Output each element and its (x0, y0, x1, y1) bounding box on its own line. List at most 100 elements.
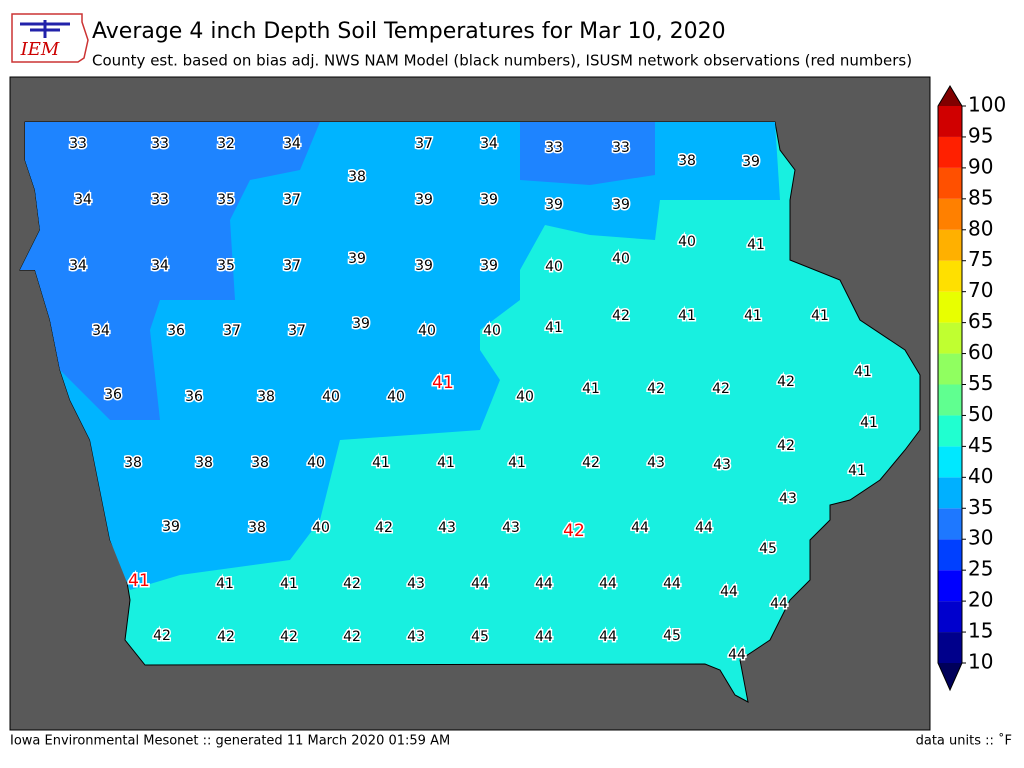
county-value: 39 (352, 316, 370, 332)
colorbar-tick-label: 70 (968, 278, 993, 302)
county-value: 40 (612, 251, 630, 267)
county-value: 42 (712, 381, 730, 397)
county-value: 44 (599, 576, 617, 592)
colorbar-over (938, 86, 962, 106)
county-value: 40 (312, 520, 330, 536)
county-value: 42 (153, 628, 171, 644)
county-value: 33 (612, 140, 630, 156)
county-value: 36 (185, 389, 203, 405)
county-value: 41 (811, 308, 829, 324)
county-value: 43 (647, 455, 665, 471)
county-value: 37 (283, 258, 301, 274)
county-value: 40 (516, 389, 534, 405)
county-value: 45 (759, 541, 777, 557)
county-value: 38 (251, 455, 269, 471)
logo-icon (20, 20, 70, 38)
county-value: 41 (508, 455, 526, 471)
county-value: 44 (599, 629, 617, 645)
county-value: 41 (678, 308, 696, 324)
county-value: 42 (343, 629, 361, 645)
county-value: 37 (283, 192, 301, 208)
colorbar-bin (938, 106, 962, 137)
county-value: 38 (257, 389, 275, 405)
county-value: 41 (860, 415, 878, 431)
county-value: 34 (480, 136, 498, 152)
colorbar-tick-label: 30 (968, 526, 993, 550)
county-value: 39 (480, 192, 498, 208)
county-value: 41 (747, 237, 765, 253)
observation-value: 41 (128, 571, 150, 591)
colorbar-tick-label: 50 (968, 402, 993, 426)
footer-right: data units :: ˚F (916, 733, 1012, 749)
county-value: 33 (151, 192, 169, 208)
county-value: 40 (418, 323, 436, 339)
county-value: 33 (151, 136, 169, 152)
colorbar-bin (938, 632, 962, 663)
county-value: 41 (437, 455, 455, 471)
county-value: 38 (678, 153, 696, 169)
colorbar-bin (938, 353, 962, 385)
colorbar-bin (938, 601, 962, 633)
colorbar-tick-label: 80 (968, 216, 993, 240)
county-value: 44 (535, 629, 553, 645)
county-value: 44 (663, 576, 681, 592)
county-value: 34 (69, 258, 87, 274)
subtitle: County est. based on bias adj. NWS NAM M… (92, 52, 912, 70)
county-value: 42 (582, 455, 600, 471)
county-value: 44 (720, 584, 738, 600)
county-value: 39 (480, 258, 498, 274)
region-30-35 (20, 122, 320, 420)
colorbar-tick-label: 100 (968, 93, 1006, 117)
colorbar-tick-label: 90 (968, 154, 993, 178)
colorbar-tick-label: 40 (968, 464, 993, 488)
county-value: 36 (167, 323, 185, 339)
county-value: 38 (248, 520, 266, 536)
colorbar-tick-label: 75 (968, 247, 993, 271)
colorbar-bin (938, 384, 962, 416)
colorbar-tick-label: 60 (968, 340, 993, 364)
county-value: 42 (217, 629, 235, 645)
county-value: 39 (545, 197, 563, 213)
county-value: 34 (74, 192, 92, 208)
county-value: 35 (217, 258, 235, 274)
county-value: 38 (124, 455, 142, 471)
county-value: 44 (631, 520, 649, 536)
county-value: 37 (223, 323, 241, 339)
county-value: 44 (728, 647, 746, 663)
colorbar-tick-label: 95 (968, 123, 993, 147)
observation-value: 41 (432, 373, 454, 393)
colorbar: 10 15 20 25 30 35 40 45 50 55 60 65 70 75 80 85 90 95 100 (937, 85, 1006, 692)
colorbar-bin (938, 260, 962, 292)
county-value: 40 (307, 455, 325, 471)
county-value: 42 (612, 308, 630, 324)
logo-outline (11, 13, 89, 63)
county-value: 39 (415, 192, 433, 208)
county-value: 40 (387, 389, 405, 405)
footer-left: Iowa Environmental Mesonet :: generated … (10, 734, 450, 749)
county-value: 37 (288, 323, 306, 339)
county-value: 40 (322, 389, 340, 405)
county-value: 36 (104, 387, 122, 403)
county-value: 41 (372, 455, 390, 471)
county-labels: 33 33 32 34 37 34 33 33 38 39 38 34 33 35 37 39 39 39 39 40… (68, 135, 880, 665)
county-value: 41 (854, 364, 872, 380)
county-value: 41 (216, 576, 234, 592)
colorbar-bin (938, 477, 962, 509)
county-value: 43 (407, 629, 425, 645)
colorbar-tick-label: 15 (968, 619, 993, 643)
county-value: 34 (283, 136, 301, 152)
county-value: 39 (162, 519, 180, 535)
county-value: 40 (678, 234, 696, 250)
county-value: 42 (375, 520, 393, 536)
colorbar-bin (938, 570, 962, 602)
county-value: 43 (713, 457, 731, 473)
county-value: 43 (779, 491, 797, 507)
colorbar-bin (938, 291, 962, 323)
county-value: 39 (415, 258, 433, 274)
county-value: 34 (92, 323, 110, 339)
county-value: 37 (415, 136, 433, 152)
county-value: 32 (217, 136, 235, 152)
county-value: 44 (770, 596, 788, 612)
county-value: 42 (777, 374, 795, 390)
